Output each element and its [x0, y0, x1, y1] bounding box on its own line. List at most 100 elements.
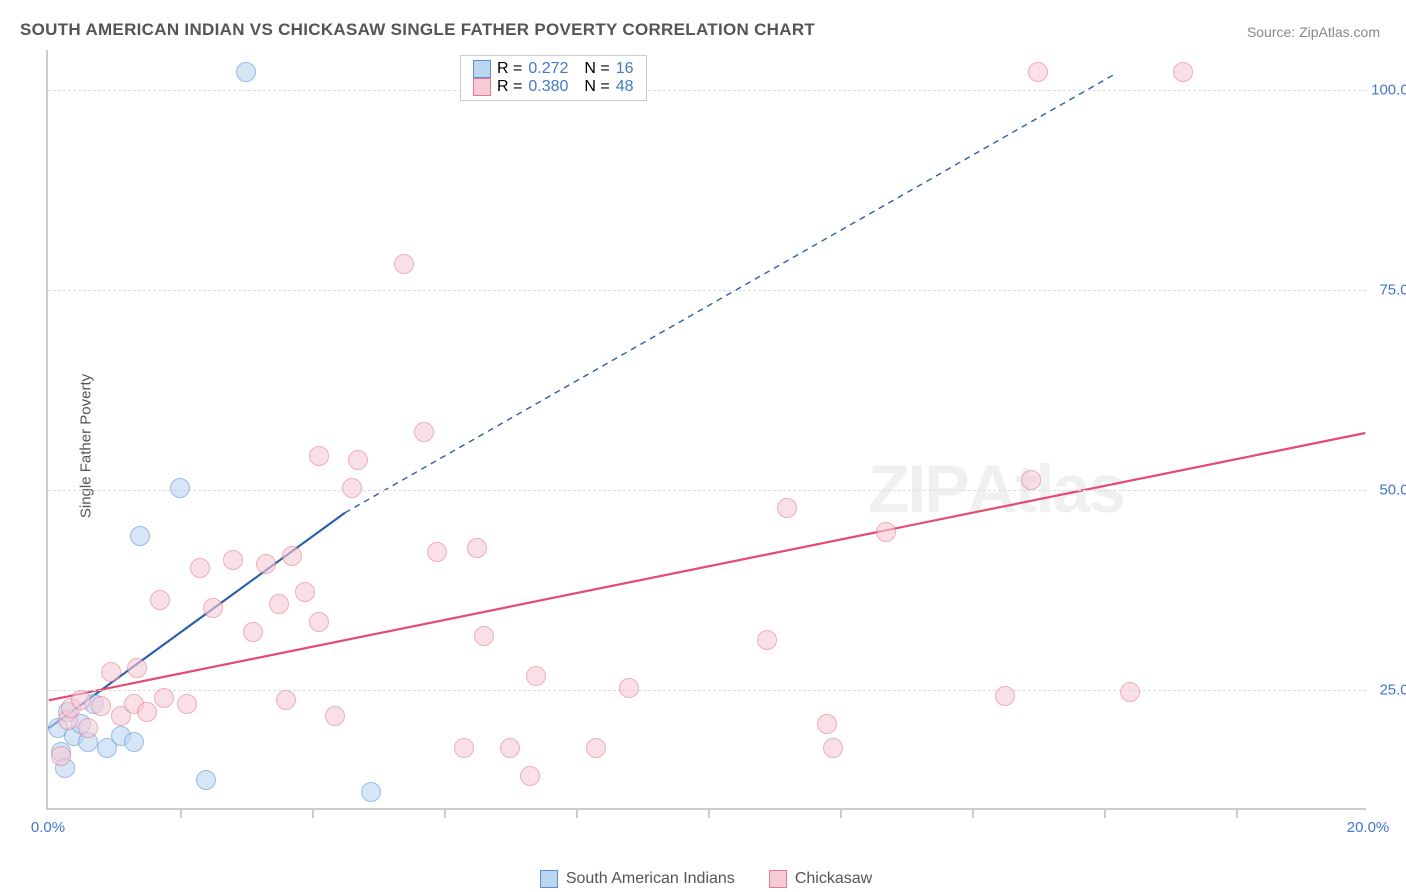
gridline-v	[1104, 810, 1106, 818]
gridline-h	[48, 690, 1366, 691]
data-point-chk	[276, 690, 296, 710]
data-point-chk	[342, 478, 362, 498]
y-tick-label: 25.0%	[1379, 682, 1406, 699]
data-point-chk	[1120, 682, 1140, 702]
x-tick-label: 20.0%	[1347, 819, 1390, 836]
legend-r-prefix: R =	[497, 60, 522, 78]
data-point-chk	[526, 666, 546, 686]
data-point-chk	[823, 738, 843, 758]
data-point-chk	[309, 612, 329, 632]
data-point-chk	[309, 446, 329, 466]
data-point-chk	[154, 688, 174, 708]
data-point-chk	[474, 626, 494, 646]
data-point-chk	[71, 690, 91, 710]
x-tick-label: 0.0%	[31, 819, 65, 836]
legend-label-chk: Chickasaw	[795, 870, 872, 888]
data-point-chk	[177, 694, 197, 714]
gridline-v	[1236, 810, 1238, 818]
legend-item-chk: Chickasaw	[769, 870, 872, 888]
gridline-h	[48, 290, 1366, 291]
legend-series: South American Indians Chickasaw	[46, 870, 1366, 888]
data-point-chk	[876, 522, 896, 542]
data-point-chk	[203, 598, 223, 618]
gridline-h	[48, 90, 1366, 91]
legend-n-value-sai: 16	[616, 60, 634, 78]
data-point-chk	[1021, 470, 1041, 490]
data-point-chk	[1173, 62, 1193, 82]
chart-title: SOUTH AMERICAN INDIAN VS CHICKASAW SINGL…	[20, 20, 815, 40]
watermark-zip: ZIP	[868, 451, 968, 527]
y-tick-label: 75.0%	[1379, 282, 1406, 299]
legend-n-prefix: N =	[584, 60, 609, 78]
data-point-chk	[256, 554, 276, 574]
legend-r-value-chk: 0.380	[528, 78, 568, 96]
data-point-chk	[91, 696, 111, 716]
gridline-v	[972, 810, 974, 818]
data-point-chk	[1028, 62, 1048, 82]
watermark-atlas: Atlas	[968, 451, 1124, 527]
y-tick-label: 100.0%	[1371, 82, 1406, 99]
trend-line	[49, 433, 1366, 700]
legend-stats-row-1: R = 0.272 N = 16	[473, 60, 634, 78]
legend-r-prefix: R =	[497, 78, 522, 96]
legend-label-sai: South American Indians	[566, 870, 735, 888]
gridline-v	[312, 810, 314, 818]
data-point-chk	[127, 658, 147, 678]
data-point-sai	[124, 732, 144, 752]
legend-n-value-chk: 48	[616, 78, 634, 96]
data-point-chk	[78, 718, 98, 738]
legend-stats: R = 0.272 N = 16 R = 0.380 N = 48	[460, 55, 647, 101]
legend-swatch-chk-bottom	[769, 870, 787, 888]
gridline-h	[48, 490, 1366, 491]
legend-swatch-sai-bottom	[540, 870, 558, 888]
data-point-chk	[325, 706, 345, 726]
data-point-chk	[586, 738, 606, 758]
legend-swatch-sai	[473, 60, 491, 78]
data-point-chk	[777, 498, 797, 518]
data-point-chk	[295, 582, 315, 602]
y-tick-label: 50.0%	[1379, 482, 1406, 499]
data-point-chk	[414, 422, 434, 442]
data-point-sai	[236, 62, 256, 82]
data-point-chk	[467, 538, 487, 558]
data-point-chk	[619, 678, 639, 698]
data-point-chk	[223, 550, 243, 570]
trend-line	[345, 74, 1115, 513]
data-point-chk	[137, 702, 157, 722]
source-label: Source: ZipAtlas.com	[1247, 24, 1380, 40]
data-point-chk	[394, 254, 414, 274]
data-point-chk	[995, 686, 1015, 706]
data-point-chk	[817, 714, 837, 734]
data-point-sai	[196, 770, 216, 790]
data-point-chk	[190, 558, 210, 578]
data-point-chk	[51, 746, 71, 766]
plot-area: ZIPAtlas 25.0%50.0%75.0%100.0%0.0%20.0%	[46, 50, 1366, 810]
data-point-chk	[520, 766, 540, 786]
data-point-sai	[361, 782, 381, 802]
legend-r-value-sai: 0.272	[528, 60, 568, 78]
gridline-v	[444, 810, 446, 818]
data-point-chk	[757, 630, 777, 650]
data-point-chk	[500, 738, 520, 758]
gridline-v	[840, 810, 842, 818]
data-point-chk	[282, 546, 302, 566]
trend-lines-layer	[48, 50, 1366, 808]
data-point-chk	[348, 450, 368, 470]
data-point-sai	[130, 526, 150, 546]
gridline-v	[576, 810, 578, 818]
legend-swatch-chk	[473, 78, 491, 96]
legend-n-prefix: N =	[584, 78, 609, 96]
gridline-v	[180, 810, 182, 818]
data-point-chk	[101, 662, 121, 682]
legend-stats-row-2: R = 0.380 N = 48	[473, 78, 634, 96]
data-point-sai	[170, 478, 190, 498]
data-point-chk	[427, 542, 447, 562]
watermark: ZIPAtlas	[868, 450, 1124, 528]
gridline-v	[708, 810, 710, 818]
legend-item-sai: South American Indians	[540, 870, 735, 888]
data-point-chk	[269, 594, 289, 614]
data-point-chk	[243, 622, 263, 642]
data-point-chk	[150, 590, 170, 610]
chart-container: SOUTH AMERICAN INDIAN VS CHICKASAW SINGL…	[0, 0, 1406, 892]
data-point-chk	[454, 738, 474, 758]
